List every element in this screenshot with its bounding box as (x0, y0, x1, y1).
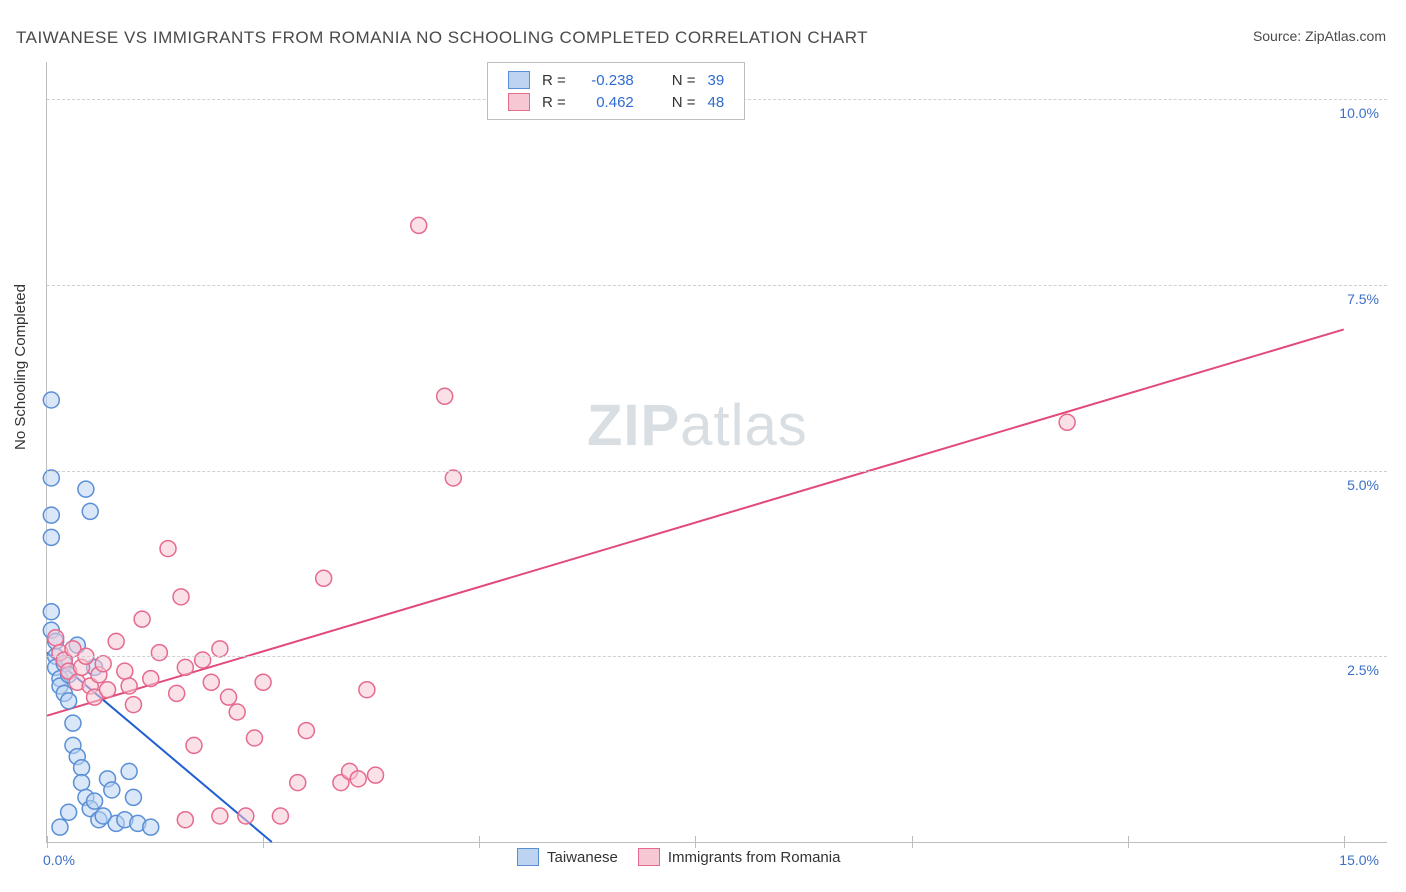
data-point (238, 808, 254, 824)
legend-swatch (517, 848, 539, 866)
data-point (203, 674, 219, 690)
gridline (47, 656, 1387, 657)
x-tick (47, 836, 48, 848)
source-label: Source: (1253, 28, 1301, 44)
data-point (359, 682, 375, 698)
data-point (246, 730, 262, 746)
legend-r-label: R = (536, 69, 572, 91)
data-point (445, 470, 461, 486)
series-legend: Taiwanese Immigrants from Romania (507, 848, 850, 870)
data-point (82, 503, 98, 519)
plot-area: ZIPatlas 2.5%5.0%7.5%10.0%0.0%15.0%R =-0… (46, 62, 1387, 843)
x-tick (263, 836, 264, 848)
data-point (52, 819, 68, 835)
y-tick-label: 7.5% (1347, 291, 1379, 307)
legend-swatch (508, 93, 530, 111)
legend-swatch (508, 71, 530, 89)
x-tick (695, 836, 696, 848)
data-point (290, 775, 306, 791)
data-point (169, 685, 185, 701)
data-point (177, 812, 193, 828)
data-point (212, 641, 228, 657)
data-point (177, 659, 193, 675)
data-point (125, 697, 141, 713)
x-tick-label-max: 15.0% (1339, 852, 1379, 868)
source-value: ZipAtlas.com (1305, 28, 1386, 44)
data-point (350, 771, 366, 787)
trend-line (47, 329, 1344, 715)
gridline (47, 471, 1387, 472)
data-point (121, 678, 137, 694)
legend-n-label: N = (666, 91, 702, 113)
data-point (255, 674, 271, 690)
data-point (143, 819, 159, 835)
y-tick-label: 10.0% (1339, 105, 1379, 121)
chart-svg (47, 62, 1387, 842)
legend-label: Immigrants from Romania (668, 849, 841, 866)
data-point (143, 671, 159, 687)
data-point (160, 541, 176, 557)
data-point (411, 217, 427, 233)
legend-r-label: R = (536, 91, 572, 113)
data-point (212, 808, 228, 824)
data-point (104, 782, 120, 798)
data-point (87, 793, 103, 809)
data-point (100, 682, 116, 698)
data-point (95, 656, 111, 672)
data-point (65, 715, 81, 731)
data-point (272, 808, 288, 824)
data-point (1059, 414, 1075, 430)
gridline (47, 285, 1387, 286)
data-point (108, 633, 124, 649)
legend-r-value: 0.462 (572, 91, 640, 113)
x-tick (1128, 836, 1129, 848)
y-axis-label: No Schooling Completed (12, 284, 29, 450)
legend-item: Taiwanese (517, 848, 618, 866)
legend-n-value: 39 (702, 69, 731, 91)
data-point (173, 589, 189, 605)
data-point (229, 704, 245, 720)
data-point (221, 689, 237, 705)
legend-r-value: -0.238 (572, 69, 640, 91)
y-tick-label: 2.5% (1347, 662, 1379, 678)
data-point (151, 645, 167, 661)
legend-item: Immigrants from Romania (638, 848, 841, 866)
data-point (74, 760, 90, 776)
x-tick (1344, 836, 1345, 848)
data-point (298, 723, 314, 739)
data-point (61, 693, 77, 709)
y-tick-label: 5.0% (1347, 477, 1379, 493)
source-attribution: Source: ZipAtlas.com (1253, 28, 1386, 44)
data-point (437, 388, 453, 404)
data-point (43, 470, 59, 486)
data-point (74, 775, 90, 791)
data-point (195, 652, 211, 668)
data-point (43, 604, 59, 620)
x-tick-label-min: 0.0% (43, 852, 75, 868)
legend-n-value: 48 (702, 91, 731, 113)
data-point (61, 804, 77, 820)
x-tick (479, 836, 480, 848)
stats-legend: R =-0.238 N =39 R =0.462 N =48 (487, 62, 745, 120)
data-point (43, 507, 59, 523)
legend-n-label: N = (666, 69, 702, 91)
data-point (134, 611, 150, 627)
x-tick (912, 836, 913, 848)
data-point (368, 767, 384, 783)
data-point (186, 737, 202, 753)
legend-swatch (638, 848, 660, 866)
data-point (316, 570, 332, 586)
legend-label: Taiwanese (547, 849, 618, 866)
chart-title: TAIWANESE VS IMMIGRANTS FROM ROMANIA NO … (16, 28, 868, 48)
data-point (48, 630, 64, 646)
data-point (125, 789, 141, 805)
data-point (117, 663, 133, 679)
data-point (78, 481, 94, 497)
data-point (43, 392, 59, 408)
data-point (121, 763, 137, 779)
data-point (43, 529, 59, 545)
